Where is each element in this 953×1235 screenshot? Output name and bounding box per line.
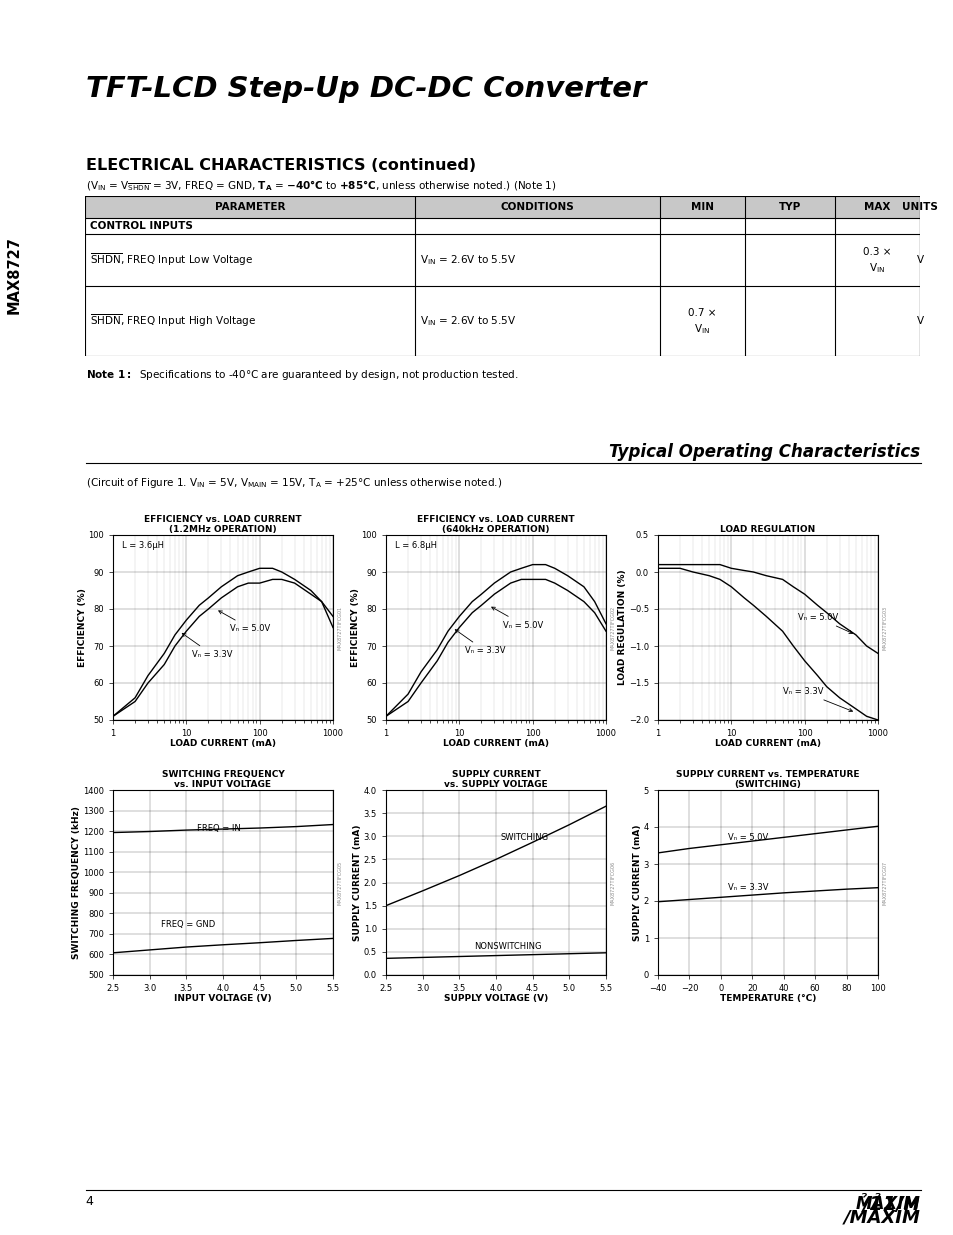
X-axis label: TEMPERATURE (°C): TEMPERATURE (°C) (720, 994, 816, 1003)
Text: L = 3.6μH: L = 3.6μH (122, 541, 164, 550)
Text: PARAMETER: PARAMETER (214, 203, 285, 212)
Text: (V$_{\mathregular{IN}}$ = V$_{\overline{\mathregular{SHDN}}}$ = 3V, FREQ = GND, : (V$_{\mathregular{IN}}$ = V$_{\overline{… (86, 178, 556, 193)
X-axis label: SUPPLY VOLTAGE (V): SUPPLY VOLTAGE (V) (443, 994, 548, 1003)
Text: /ΜΑΧΙΜ: /ΜΑΧΙΜ (842, 1208, 920, 1226)
Text: FREQ = GND: FREQ = GND (161, 920, 215, 929)
Title: SUPPLY CURRENT vs. TEMPERATURE
(SWITCHING): SUPPLY CURRENT vs. TEMPERATURE (SWITCHIN… (676, 769, 859, 789)
Text: /̉1̉1/ᴍ: /̉1̉1/ᴍ (862, 1195, 920, 1214)
Text: V: V (916, 254, 923, 266)
Text: (Circuit of Figure 1. V$_{\mathregular{IN}}$ = 5V, V$_{\mathregular{MAIN}}$ = 15: (Circuit of Figure 1. V$_{\mathregular{I… (86, 475, 501, 490)
Text: Vₙ = 5.0V: Vₙ = 5.0V (218, 611, 271, 634)
Text: V$_{\mathregular{IN}}$: V$_{\mathregular{IN}}$ (694, 322, 710, 336)
Text: V$_{\mathregular{IN}}$ = 2.6V to 5.5V: V$_{\mathregular{IN}}$ = 2.6V to 5.5V (419, 253, 516, 267)
Y-axis label: SUPPLY CURRENT (mA): SUPPLY CURRENT (mA) (633, 824, 641, 941)
Text: CONTROL INPUTS: CONTROL INPUTS (90, 221, 193, 231)
X-axis label: INPUT VOLTAGE (V): INPUT VOLTAGE (V) (174, 994, 272, 1003)
Text: FREQ = IN: FREQ = IN (196, 824, 240, 832)
Text: Vₙ = 3.3V: Vₙ = 3.3V (182, 634, 233, 659)
Text: 0.3 ×: 0.3 × (862, 247, 891, 257)
Text: MAX: MAX (863, 203, 890, 212)
Title: EFFICIENCY vs. LOAD CURRENT
(640kHz OPERATION): EFFICIENCY vs. LOAD CURRENT (640kHz OPER… (416, 515, 575, 535)
Text: $\overline{\mathregular{SHDN}}$, FREQ Input High Voltage: $\overline{\mathregular{SHDN}}$, FREQ In… (90, 312, 256, 330)
Y-axis label: SUPPLY CURRENT (mA): SUPPLY CURRENT (mA) (353, 824, 362, 941)
Text: TFT-LCD Step-Up DC-DC Converter: TFT-LCD Step-Up DC-DC Converter (86, 75, 645, 103)
Title: LOAD REGULATION: LOAD REGULATION (720, 525, 815, 535)
X-axis label: LOAD CURRENT (mA): LOAD CURRENT (mA) (714, 740, 821, 748)
Text: Vₙ = 5.0V: Vₙ = 5.0V (728, 832, 768, 842)
Text: Typical Operating Characteristics: Typical Operating Characteristics (609, 443, 920, 461)
Title: SUPPLY CURRENT
vs. SUPPLY VOLTAGE: SUPPLY CURRENT vs. SUPPLY VOLTAGE (444, 769, 547, 789)
Text: UNITS: UNITS (902, 203, 937, 212)
Title: EFFICIENCY vs. LOAD CURRENT
(1.2MHz OPERATION): EFFICIENCY vs. LOAD CURRENT (1.2MHz OPER… (144, 515, 301, 535)
Text: L = 6.8μH: L = 6.8μH (395, 541, 436, 550)
Text: MAXIM: MAXIM (855, 1195, 920, 1213)
Text: 4: 4 (86, 1195, 93, 1208)
Text: Vₙ = 3.3V: Vₙ = 3.3V (455, 630, 505, 656)
Title: SWITCHING FREQUENCY
vs. INPUT VOLTAGE: SWITCHING FREQUENCY vs. INPUT VOLTAGE (161, 769, 284, 789)
Text: Vₙ = 3.3V: Vₙ = 3.3V (781, 687, 852, 711)
Text: MAX8727TIFCG02: MAX8727TIFCG02 (610, 605, 615, 650)
Text: MAX8727: MAX8727 (7, 236, 22, 314)
Text: $\overline{\mathregular{SHDN}}$, FREQ Input Low Voltage: $\overline{\mathregular{SHDN}}$, FREQ In… (90, 252, 253, 268)
Text: CONDITIONS: CONDITIONS (500, 203, 574, 212)
Text: V$_{\mathregular{IN}}$: V$_{\mathregular{IN}}$ (868, 261, 884, 275)
Text: NONSWITCHING: NONSWITCHING (474, 942, 541, 951)
Text: TYP: TYP (778, 203, 801, 212)
Y-axis label: SWITCHING FREQUENCY (kHz): SWITCHING FREQUENCY (kHz) (72, 806, 81, 958)
Text: MAX8727TIFCG07: MAX8727TIFCG07 (882, 861, 886, 904)
Text: Vₙ = 3.3V: Vₙ = 3.3V (728, 883, 768, 892)
Bar (85, 196, 919, 219)
Text: Vₙ = 5.0V: Vₙ = 5.0V (797, 613, 852, 634)
Text: ELECTRICAL CHARACTERISTICS (continued): ELECTRICAL CHARACTERISTICS (continued) (86, 158, 476, 173)
Y-axis label: EFFICIENCY (%): EFFICIENCY (%) (78, 588, 87, 667)
Text: MAX8727TIFCG06: MAX8727TIFCG06 (610, 861, 615, 904)
X-axis label: LOAD CURRENT (mA): LOAD CURRENT (mA) (442, 740, 548, 748)
Text: Vₙ = 5.0V: Vₙ = 5.0V (491, 608, 543, 630)
Text: MAX8727TIFCG05: MAX8727TIFCG05 (337, 861, 342, 904)
Text: V: V (916, 316, 923, 326)
Text: V$_{\mathregular{IN}}$ = 2.6V to 5.5V: V$_{\mathregular{IN}}$ = 2.6V to 5.5V (419, 314, 516, 329)
Text: 0.7 ×: 0.7 × (687, 308, 716, 317)
Text: MAX8727TIFCG01: MAX8727TIFCG01 (337, 605, 342, 650)
Y-axis label: EFFICIENCY (%): EFFICIENCY (%) (351, 588, 359, 667)
Text: MAX8727TIFCG03: MAX8727TIFCG03 (882, 605, 886, 650)
Text: SWITCHING: SWITCHING (500, 832, 548, 842)
Text: MIN: MIN (690, 203, 713, 212)
Y-axis label: LOAD REGULATION (%): LOAD REGULATION (%) (618, 569, 627, 685)
Text: $\mathbf{Note\ 1:}$  Specifications to -40°C are guaranteed by design, not produ: $\mathbf{Note\ 1:}$ Specifications to -4… (86, 368, 517, 382)
X-axis label: LOAD CURRENT (mA): LOAD CURRENT (mA) (170, 740, 275, 748)
